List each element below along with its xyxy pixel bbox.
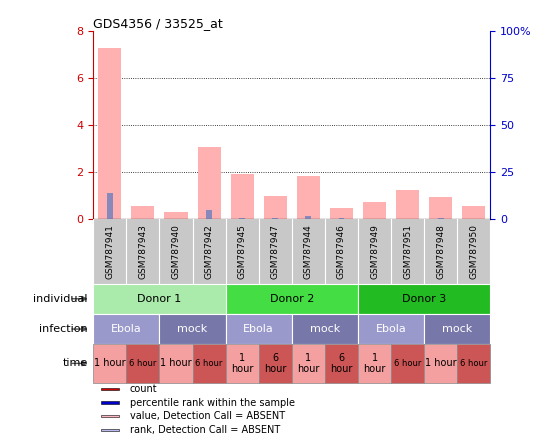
Text: 6 hour: 6 hour bbox=[196, 359, 223, 368]
Bar bbox=[93, 344, 126, 383]
Bar bbox=[396, 190, 419, 219]
Text: 6 hour: 6 hour bbox=[460, 359, 488, 368]
Bar bbox=[239, 218, 245, 219]
Bar bbox=[325, 344, 358, 383]
Text: mock: mock bbox=[442, 324, 472, 334]
Text: individual: individual bbox=[34, 294, 88, 304]
Bar bbox=[164, 212, 188, 219]
Text: GSM787945: GSM787945 bbox=[238, 224, 247, 279]
Bar bbox=[101, 429, 119, 431]
Text: Donor 2: Donor 2 bbox=[270, 294, 314, 304]
Text: GSM787943: GSM787943 bbox=[139, 224, 148, 279]
Bar bbox=[338, 218, 344, 219]
Text: GSM787950: GSM787950 bbox=[470, 224, 478, 279]
Bar bbox=[292, 344, 325, 383]
Text: infection: infection bbox=[39, 324, 88, 334]
Bar bbox=[225, 314, 292, 344]
Text: GSM787942: GSM787942 bbox=[205, 224, 214, 279]
Text: GSM787947: GSM787947 bbox=[271, 224, 280, 279]
Text: GSM787951: GSM787951 bbox=[403, 224, 412, 279]
Bar bbox=[159, 314, 225, 344]
Text: 1
hour: 1 hour bbox=[297, 353, 320, 374]
Text: Donor 1: Donor 1 bbox=[138, 294, 182, 304]
Text: value, Detection Call = ABSENT: value, Detection Call = ABSENT bbox=[130, 411, 285, 421]
Bar bbox=[391, 344, 424, 383]
Text: 1 hour: 1 hour bbox=[160, 358, 192, 369]
Text: GSM787949: GSM787949 bbox=[370, 224, 379, 279]
Text: 1
hour: 1 hour bbox=[231, 353, 253, 374]
Bar bbox=[101, 415, 119, 417]
Text: GSM787941: GSM787941 bbox=[106, 224, 114, 279]
Bar bbox=[297, 176, 320, 219]
Text: 6 hour: 6 hour bbox=[129, 359, 157, 368]
Text: 1 hour: 1 hour bbox=[94, 358, 126, 369]
Text: mock: mock bbox=[310, 324, 340, 334]
Bar bbox=[305, 216, 311, 219]
Text: mock: mock bbox=[177, 324, 208, 334]
Bar bbox=[272, 218, 278, 219]
Bar bbox=[131, 206, 155, 219]
Bar bbox=[231, 174, 254, 219]
Bar bbox=[457, 344, 490, 383]
Text: time: time bbox=[63, 358, 88, 369]
Bar bbox=[93, 284, 225, 314]
Text: Donor 3: Donor 3 bbox=[402, 294, 446, 304]
Bar bbox=[358, 284, 490, 314]
Text: Ebola: Ebola bbox=[111, 324, 142, 334]
Bar bbox=[330, 208, 353, 219]
Bar bbox=[424, 344, 457, 383]
Bar bbox=[358, 344, 391, 383]
Text: Ebola: Ebola bbox=[376, 324, 407, 334]
Bar bbox=[126, 344, 159, 383]
Text: 1 hour: 1 hour bbox=[425, 358, 457, 369]
Bar bbox=[358, 314, 424, 344]
Bar bbox=[159, 344, 192, 383]
Bar bbox=[264, 196, 287, 219]
Bar bbox=[438, 218, 443, 219]
Text: Ebola: Ebola bbox=[244, 324, 274, 334]
Bar bbox=[192, 344, 225, 383]
Bar bbox=[225, 284, 358, 314]
Bar bbox=[206, 210, 212, 219]
Text: 6
hour: 6 hour bbox=[264, 353, 286, 374]
Bar bbox=[462, 206, 486, 219]
Text: percentile rank within the sample: percentile rank within the sample bbox=[130, 397, 295, 408]
Bar bbox=[93, 314, 159, 344]
Text: 6 hour: 6 hour bbox=[394, 359, 421, 368]
Text: 6
hour: 6 hour bbox=[330, 353, 353, 374]
Bar bbox=[225, 344, 259, 383]
Text: GSM787948: GSM787948 bbox=[436, 224, 445, 279]
Bar bbox=[429, 197, 453, 219]
Bar bbox=[424, 314, 490, 344]
Text: 1
hour: 1 hour bbox=[364, 353, 386, 374]
Text: GSM787944: GSM787944 bbox=[304, 224, 313, 279]
Text: count: count bbox=[130, 384, 157, 394]
Bar bbox=[363, 202, 386, 219]
Bar bbox=[107, 193, 112, 219]
Bar bbox=[259, 344, 292, 383]
Bar bbox=[101, 388, 119, 390]
Bar bbox=[198, 147, 221, 219]
Text: GDS4356 / 33525_at: GDS4356 / 33525_at bbox=[93, 17, 223, 30]
Text: GSM787946: GSM787946 bbox=[337, 224, 346, 279]
Text: rank, Detection Call = ABSENT: rank, Detection Call = ABSENT bbox=[130, 425, 280, 435]
Bar bbox=[98, 48, 122, 219]
Text: GSM787940: GSM787940 bbox=[172, 224, 181, 279]
Bar bbox=[101, 401, 119, 404]
Bar bbox=[292, 314, 358, 344]
